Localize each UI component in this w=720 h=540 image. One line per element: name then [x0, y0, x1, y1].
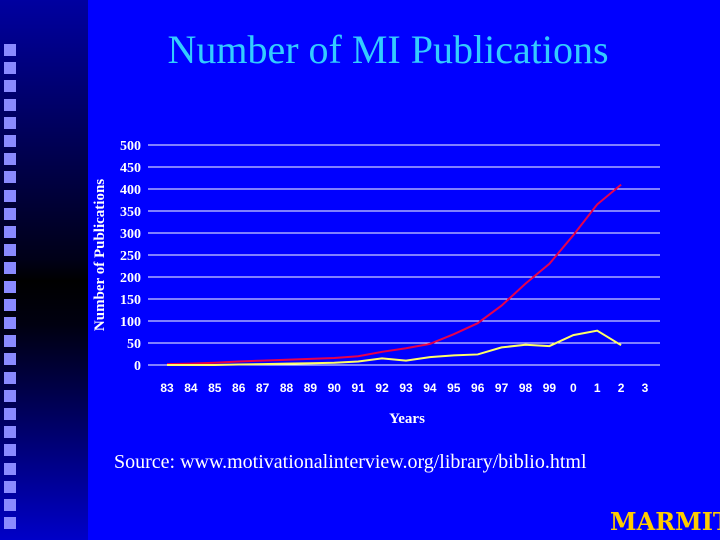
marmit-logo: MARMIT	[610, 507, 720, 536]
decorative-square	[4, 80, 16, 93]
decorative-square	[4, 153, 16, 166]
decorative-square	[4, 480, 16, 493]
x-tick-label: 95	[447, 381, 461, 395]
slide-title: Number of MI Publications	[167, 27, 609, 72]
x-tick-label: 3	[642, 381, 649, 395]
decorative-square-column	[4, 44, 22, 540]
x-tick-label: 86	[232, 381, 246, 395]
decorative-square	[4, 244, 16, 257]
x-axis-label: Years	[389, 411, 425, 427]
decorative-square	[4, 62, 16, 75]
y-tick-label: 250	[120, 249, 141, 264]
decorative-square	[4, 408, 16, 420]
decorative-square	[4, 44, 16, 56]
x-tick-label: 1	[594, 381, 601, 395]
y-tick-label: 450	[120, 161, 141, 176]
y-tick-label: 400	[120, 183, 141, 198]
x-tick-label: 92	[375, 381, 389, 395]
x-tick-label: 99	[543, 381, 557, 395]
decorative-square	[4, 298, 16, 311]
x-tick-label: 85	[208, 381, 222, 395]
decorative-square	[4, 189, 16, 202]
x-tick-label: 96	[471, 381, 485, 395]
x-tick-label: 93	[399, 381, 413, 395]
y-axis-label: Number of Publications	[92, 179, 108, 331]
chart-gridlines	[148, 144, 660, 366]
x-tick-label: 94	[423, 381, 437, 395]
decorative-square	[4, 462, 16, 475]
x-tick-label: 91	[352, 381, 366, 395]
y-tick-label: 300	[120, 227, 141, 242]
x-tick-label: 90	[328, 381, 342, 395]
source-citation: Source: www.motivationalinterview.org/li…	[114, 451, 587, 473]
x-tick-label: 89	[304, 381, 318, 395]
decorative-square	[4, 116, 16, 129]
decorative-square	[4, 98, 16, 111]
y-tick-label: 100	[120, 315, 141, 330]
x-axis-ticks: 83 84 85 86 87 88 89 90 91 92 93 94 95 96 97 98 99 0 1 2 3	[160, 381, 648, 395]
y-tick-label: 50	[127, 337, 141, 352]
chart-series	[166, 183, 622, 366]
decorative-square	[4, 207, 16, 220]
series-line-red	[166, 183, 622, 366]
y-tick-label: 200	[120, 271, 141, 286]
x-tick-label: 88	[280, 381, 294, 395]
decorative-square	[4, 335, 16, 348]
x-tick-label: 83	[160, 381, 174, 395]
y-tick-label: 350	[120, 205, 141, 220]
series-line-yellow	[167, 329, 622, 366]
y-tick-label: 0	[134, 359, 141, 374]
decorative-square	[4, 135, 16, 147]
decorative-square	[4, 262, 16, 275]
decorative-square	[4, 426, 16, 439]
decorative-square	[4, 389, 16, 402]
decorative-square	[4, 371, 16, 384]
decorative-square	[4, 226, 16, 238]
decorative-square	[4, 280, 16, 293]
y-tick-label: 150	[120, 293, 141, 308]
x-tick-label: 97	[495, 381, 509, 395]
decorative-square	[4, 353, 16, 366]
decorative-square	[4, 444, 16, 457]
y-axis-ticks: 0 50 100 150 200 250 300 350 400 450 500	[120, 139, 141, 374]
x-tick-label: 84	[184, 381, 198, 395]
y-tick-label: 500	[120, 139, 141, 154]
decorative-square	[4, 499, 16, 511]
x-tick-label: 98	[519, 381, 533, 395]
x-tick-label: 0	[570, 381, 577, 395]
x-tick-label: 2	[618, 381, 625, 395]
decorative-square	[4, 517, 16, 530]
decorative-square	[4, 317, 16, 329]
decorative-square	[4, 171, 16, 184]
x-tick-label: 87	[256, 381, 270, 395]
slide-background	[88, 0, 720, 540]
